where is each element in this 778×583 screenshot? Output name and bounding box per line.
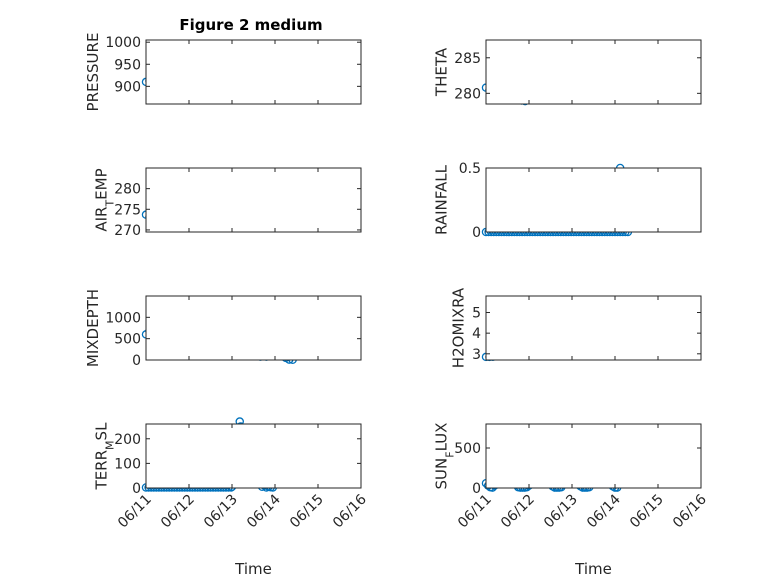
y-tick-label: 3 xyxy=(472,347,481,363)
x-tick-label: 06/12 xyxy=(498,492,538,532)
y-tick-label: 4 xyxy=(472,326,481,342)
x-tick-label: 06/16 xyxy=(670,491,710,531)
y-tick-label: 280 xyxy=(454,86,481,102)
y-tick-label: 0.5 xyxy=(459,161,481,177)
y-tick-label: 500 xyxy=(454,441,481,457)
y-tick-label: 950 xyxy=(114,57,141,73)
axes-frame xyxy=(145,39,362,105)
y-axis-label: SUNFLUX xyxy=(433,423,457,490)
y-axis-label: RAINFALL xyxy=(433,164,451,235)
axes-frame xyxy=(145,295,362,361)
y-tick-label: 280 xyxy=(114,182,141,198)
axes-frame xyxy=(485,295,702,361)
x-tick-label: 06/14 xyxy=(244,491,284,531)
axes-frame xyxy=(485,39,702,105)
y-tick-label: 900 xyxy=(114,79,141,95)
axes-frame xyxy=(145,167,362,233)
y-tick-label: 0 xyxy=(132,481,141,497)
y-tick-label: 200 xyxy=(114,432,141,448)
x-axis-label: Time xyxy=(234,560,272,578)
y-axis-label: AIRTEMP xyxy=(93,168,117,231)
y-tick-label: 270 xyxy=(114,223,141,239)
x-tick-label: 06/14 xyxy=(584,491,624,531)
x-tick-label: 06/13 xyxy=(541,492,581,532)
x-tick-label: 06/11 xyxy=(115,492,155,532)
y-tick-label: 0 xyxy=(132,353,141,369)
subplot-4: 0 0.5 RAINFALL xyxy=(433,161,702,241)
y-axis-label: MIXDEPTH xyxy=(84,289,102,367)
x-tick-label: 06/15 xyxy=(287,492,327,532)
axes-frame xyxy=(145,423,362,489)
y-axis-label: THETA xyxy=(433,47,451,97)
x-tick-label: 06/15 xyxy=(627,492,667,532)
y-tick-label: 0 xyxy=(472,225,481,241)
y-tick-label: 100 xyxy=(114,456,141,472)
figure-title: Figure 2 medium xyxy=(179,16,322,34)
y-tick-label: 1000 xyxy=(105,310,141,326)
y-tick-label: 5 xyxy=(472,306,481,322)
x-tick-label: 06/11 xyxy=(455,492,495,532)
subplot-8: 0 500 06/11 06/12 06/13 06/14 06/15 06/16 SUNFLU… xyxy=(433,423,710,578)
x-tick-label: 06/13 xyxy=(201,492,241,532)
x-tick-label: 06/16 xyxy=(330,491,370,531)
y-tick-label: 500 xyxy=(114,332,141,348)
y-tick-label: 0 xyxy=(472,481,481,497)
y-axis-label: H2OMIXRA xyxy=(450,287,468,368)
x-axis-label: Time xyxy=(574,560,612,578)
y-axis-label: PRESSURE xyxy=(84,33,102,112)
subplot-7: 0 100 200 06/11 06/12 06/13 06/14 06/15 06/16 TER… xyxy=(93,417,370,578)
y-axis-label: TERRMSL xyxy=(93,422,117,491)
axes-frame xyxy=(485,423,702,489)
axes-frame xyxy=(485,167,702,233)
y-tick-label: 1000 xyxy=(105,35,141,51)
y-tick-label: 285 xyxy=(454,51,481,67)
y-tick-label: 275 xyxy=(114,202,141,218)
x-tick-label: 06/12 xyxy=(158,492,198,532)
